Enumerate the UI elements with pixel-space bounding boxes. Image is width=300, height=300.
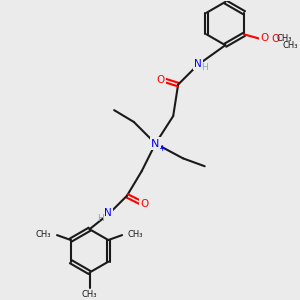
Text: H: H (201, 63, 208, 72)
Text: O: O (261, 33, 269, 43)
Text: N: N (104, 208, 112, 218)
Text: O: O (140, 199, 149, 208)
Text: CH₃: CH₃ (283, 41, 298, 50)
Text: CH₃: CH₃ (82, 290, 97, 299)
Text: N: N (151, 139, 160, 148)
Text: H: H (97, 214, 104, 223)
Text: N: N (194, 59, 202, 69)
Text: CH₃: CH₃ (36, 230, 51, 238)
Text: O: O (156, 75, 164, 85)
Text: CH₃: CH₃ (128, 230, 143, 238)
Text: O: O (272, 34, 280, 44)
Text: CH₃: CH₃ (277, 34, 292, 43)
Text: +: + (158, 144, 165, 153)
